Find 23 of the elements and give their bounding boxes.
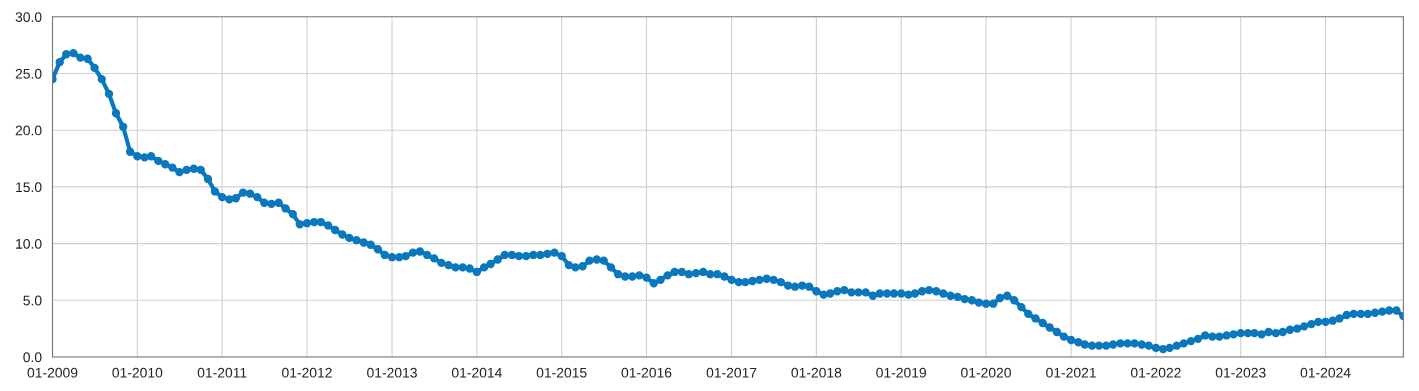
y-tick-label: 10.0 xyxy=(16,238,42,249)
x-tick-label: 01-2011 xyxy=(197,367,247,378)
y-tick-label: 5.0 xyxy=(23,295,42,306)
x-tick-label: 01-2021 xyxy=(1046,367,1096,378)
x-tick-label: 01-2018 xyxy=(791,367,842,378)
x-tick-label: 01-2015 xyxy=(536,367,587,378)
y-tick-label: 30.0 xyxy=(15,12,42,22)
x-tick-label: 01-2013 xyxy=(367,367,417,378)
y-tick-label: 0.0 xyxy=(23,352,42,363)
y-tick-label: 25.0 xyxy=(15,68,42,79)
x-tick-label: 01-2012 xyxy=(282,367,332,378)
x-tick-label: 01-2024 xyxy=(1300,367,1351,378)
x-tick-label: 01-2022 xyxy=(1130,367,1181,378)
x-tick-label: 01-2010 xyxy=(112,367,163,378)
x-tick-label: 01-2016 xyxy=(621,367,672,378)
x-tick-label: 01-2023 xyxy=(1215,367,1266,378)
x-tick-label: 01-2017 xyxy=(706,367,757,378)
x-tick-label: 01-2020 xyxy=(961,367,1011,378)
x-tick-label: 01-2009 xyxy=(27,367,78,378)
x-tick-label: 01-2014 xyxy=(451,367,502,378)
x-tick-label: 01-2019 xyxy=(876,367,927,378)
y-tick-label: 15.0 xyxy=(16,182,42,193)
y-tick-label: 20.0 xyxy=(15,125,42,136)
